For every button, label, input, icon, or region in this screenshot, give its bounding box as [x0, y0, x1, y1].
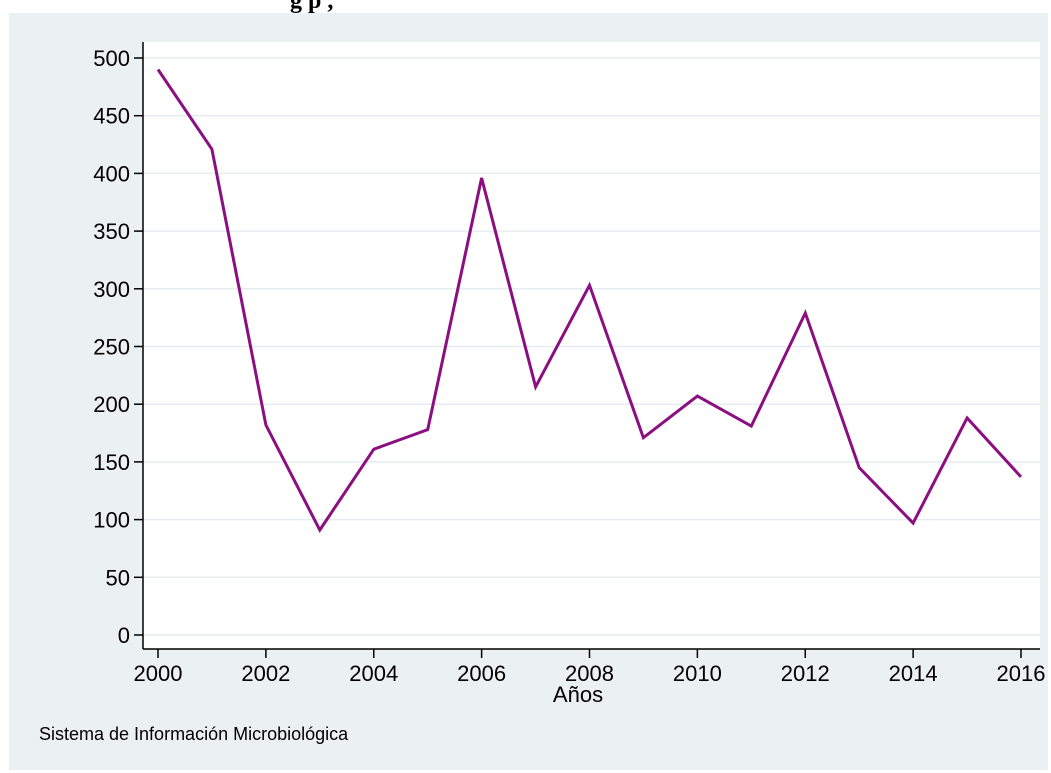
x-axis-ticks: 2000 2002 2004 2006 2008 2010 2012 2014 2016 [134, 649, 1046, 686]
y-tick-label: 250 [93, 335, 130, 360]
plot-area [143, 42, 1040, 649]
series-line [156, 68, 1023, 533]
y-tick-label: 350 [93, 219, 130, 244]
x-axis-title: Años [553, 682, 603, 707]
y-tick-label: 300 [93, 277, 130, 302]
y-tick-label: 450 [93, 104, 130, 129]
x-tick-label: 2016 [997, 661, 1046, 686]
y-tick-label: 500 [93, 46, 130, 71]
y-tick-label: 0 [118, 623, 130, 648]
gridlines [143, 57, 1040, 636]
chart-header-title-fragment: g p , [290, 0, 334, 14]
y-tick-label: 150 [93, 450, 130, 475]
y-tick-label: 50 [106, 565, 130, 590]
x-tick-label: 2008 [565, 661, 614, 686]
x-tick-label: 2010 [673, 661, 722, 686]
y-tick-label: 100 [93, 508, 130, 533]
x-tick-label: 2014 [889, 661, 938, 686]
x-tick-label: 2012 [781, 661, 830, 686]
y-tick-label: 400 [93, 161, 130, 186]
series-layer [156, 68, 1023, 533]
chart-panel: 0 50 100 150 200 250 300 350 400 450 500 2000 2002 2… [9, 13, 1048, 770]
x-tick-label: 2006 [457, 661, 506, 686]
source-note: Sistema de Información Microbiológica [39, 724, 349, 744]
x-tick-label: 2000 [134, 661, 183, 686]
y-tick-label: 200 [93, 392, 130, 417]
x-tick-label: 2004 [349, 661, 398, 686]
x-tick-label: 2002 [241, 661, 290, 686]
y-axis-ticks: 0 50 100 150 200 250 300 350 400 450 500 [93, 46, 143, 648]
